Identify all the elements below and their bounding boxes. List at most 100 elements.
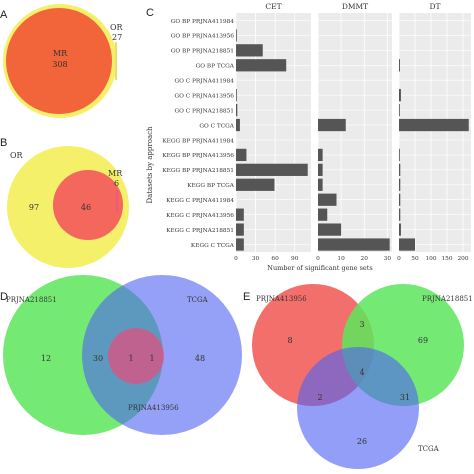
panel-label-c: C [146, 7, 154, 19]
x-tick-label: 20 [361, 256, 369, 262]
category-label: KEGG C PRJNA411984 [166, 198, 234, 204]
category-label: KEGG BP PRJNA411984 [162, 138, 234, 144]
bar [236, 223, 244, 236]
venn-b-or-label: OR [10, 151, 24, 160]
x-tick-label: 150 [441, 256, 452, 262]
bar [318, 178, 323, 191]
category-label: KEGG C TCGA [191, 243, 235, 249]
category-label: KEGG BP PRJNA218851 [162, 168, 234, 174]
bar [399, 238, 415, 251]
x-tick-label: 60 [271, 256, 279, 262]
venn-e-bottom-label: TCGA [418, 445, 440, 453]
venn-a-mr-label: MR [53, 49, 68, 58]
bar [399, 59, 400, 72]
category-label: GO BP PRJNA411984 [171, 19, 235, 25]
category-label: GO C PRJNA411984 [175, 79, 235, 85]
x-tick-label: 0 [234, 256, 238, 262]
venn-b-mid-count: 46 [81, 203, 91, 212]
facet-title: DT [429, 2, 440, 11]
category-label: KEGG BP TCGA [187, 183, 235, 189]
category-label: KEGG C PRJNA413956 [166, 213, 234, 219]
venn-d-prjna413956-circle [108, 328, 164, 384]
venn-e-tcga-circle [297, 347, 419, 469]
bar [236, 44, 263, 57]
x-tick-label: 50 [411, 256, 419, 262]
x-tick-label: 10 [337, 256, 345, 262]
gene-set-bar-chart: GO BP PRJNA411984 GO BP PRJNA413956 GO BP … [162, 2, 471, 262]
x-tick-label: 90 [291, 256, 299, 262]
bar [236, 118, 240, 132]
bar [318, 193, 337, 206]
category-label: KEGG C PRJNA218851 [166, 228, 234, 234]
venn-e-count-botleft: 2 [317, 393, 322, 402]
bar [236, 238, 244, 251]
category-label: GO C PRJNA218851 [175, 108, 234, 114]
venn-e-count-right: 69 [418, 336, 428, 345]
bar [236, 163, 308, 176]
bar [318, 208, 328, 221]
venn-e-right-label: PRJNA218851 [422, 295, 473, 303]
category-label: GO BP PRJNA218851 [171, 49, 234, 55]
facet-title: CET [265, 2, 281, 11]
category-label: GO C TCGA [199, 123, 234, 129]
venn-b-or-count: 97 [29, 203, 39, 212]
venn-d-count-center: 1 [128, 354, 133, 363]
bar [236, 178, 275, 191]
bar [399, 163, 401, 176]
venn-b-mr-circle [53, 170, 123, 240]
venn-e-count-top: 3 [359, 320, 364, 329]
chart-y-axis-label: Datasets by approach [146, 126, 154, 204]
bar [399, 148, 400, 162]
bar [236, 148, 247, 162]
bar [399, 193, 401, 206]
x-tick-label: 100 [425, 256, 436, 262]
venn-a-or-count: 27 [112, 33, 122, 42]
venn-e-count-center: 4 [359, 368, 364, 377]
chart-x-axis-label: Number of significant gene sets [267, 264, 372, 272]
venn-d-left-label: PRJNA218851 [6, 296, 57, 304]
venn-a-or-label: OR [110, 23, 124, 32]
venn-d-count-left: 12 [41, 354, 51, 363]
bar [236, 89, 237, 102]
panel-label-b: B [0, 137, 7, 149]
venn-b-mr-label: MR [108, 169, 123, 178]
bar [236, 103, 238, 117]
bar [236, 29, 237, 42]
venn-a-mr-circle [6, 8, 112, 114]
venn-e-count-botright: 31 [400, 393, 410, 402]
facet-title: DMMT [342, 2, 368, 11]
category-label: GO BP PRJNA413956 [171, 34, 235, 40]
venn-e-left-label: PRJNA413956 [256, 295, 307, 303]
venn-d-count-rightmid: 1 [149, 354, 154, 363]
bar [236, 59, 287, 72]
x-tick-label: 30 [252, 256, 260, 262]
category-label: GO BP TCGA [196, 64, 235, 70]
panel-label-e: E [243, 291, 250, 303]
bar [399, 103, 400, 117]
category-label: GO C PRJNA413956 [175, 93, 235, 99]
venn-e-count-bottom: 26 [357, 437, 367, 446]
venn-e-count-left: 8 [287, 336, 292, 345]
venn-b-mr-count: 6 [114, 179, 119, 188]
bar [318, 163, 323, 176]
category-label: KEGG BP PRJNA413956 [162, 153, 234, 159]
venn-a-mr-count: 308 [52, 60, 67, 69]
venn-d-right-label: TCGA [187, 296, 209, 304]
facet-panel [399, 13, 471, 252]
facet-panel [318, 13, 392, 252]
venn-d-count-right: 48 [195, 354, 205, 363]
x-tick-label: 200 [457, 256, 468, 262]
venn-d-count-leftmid: 30 [93, 354, 103, 363]
bar [318, 118, 346, 132]
bar [318, 238, 390, 251]
x-tick-label: 30 [384, 256, 392, 262]
x-tick-label: 0 [397, 256, 401, 262]
panel-label-a: A [0, 9, 8, 21]
venn-d-bottom-label: PRJNA413956 [128, 404, 179, 412]
bar [318, 223, 342, 236]
x-tick-label: 0 [316, 256, 320, 262]
bar [399, 178, 401, 191]
bar [399, 89, 401, 102]
bar [399, 223, 401, 236]
